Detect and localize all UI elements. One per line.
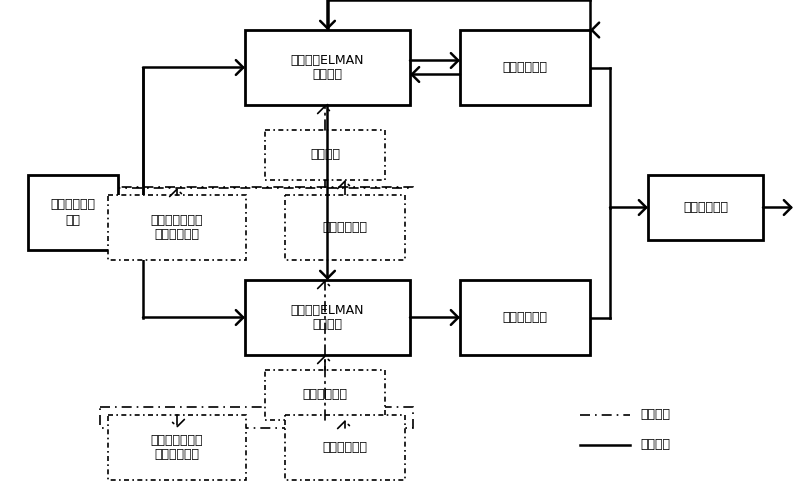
Bar [108,195,246,260]
Bar [460,280,590,355]
Bar [285,415,405,480]
Text: 第二判决模块: 第二判决模块 [502,311,547,324]
Bar [648,175,763,240]
Text: 第一判决模块: 第一判决模块 [502,61,547,74]
Bar [265,370,385,420]
Text: 故障检测目标: 故障检测目标 [322,221,367,234]
Bar [245,280,410,355]
Bar [100,187,413,188]
Text: 故障检测ELMAN
神经网络: 故障检测ELMAN 神经网络 [290,54,364,82]
Bar [265,130,385,180]
Bar [460,30,590,105]
Bar [28,175,118,250]
Bar [100,407,413,428]
Text: 改进训练算法: 改进训练算法 [302,388,347,402]
Text: 离线实施: 离线实施 [640,408,670,422]
Bar [285,195,405,260]
Text: 对象系统实时
信号: 对象系统实时 信号 [50,198,95,226]
Text: 诊断指令输出: 诊断指令输出 [683,201,728,214]
Text: 对象系统正常及
故障信号样本: 对象系统正常及 故障信号样本 [150,434,203,462]
Text: 对象系统正常及
故障信号样本: 对象系统正常及 故障信号样本 [150,214,203,242]
Bar [245,30,410,105]
Text: 故障隔离ELMAN
神经网络: 故障隔离ELMAN 神经网络 [290,304,364,332]
Text: 训练算法: 训练算法 [310,148,340,162]
Bar [108,415,246,480]
Text: 故障隔离目标: 故障隔离目标 [322,441,367,454]
Text: 在线实施: 在线实施 [640,438,670,452]
